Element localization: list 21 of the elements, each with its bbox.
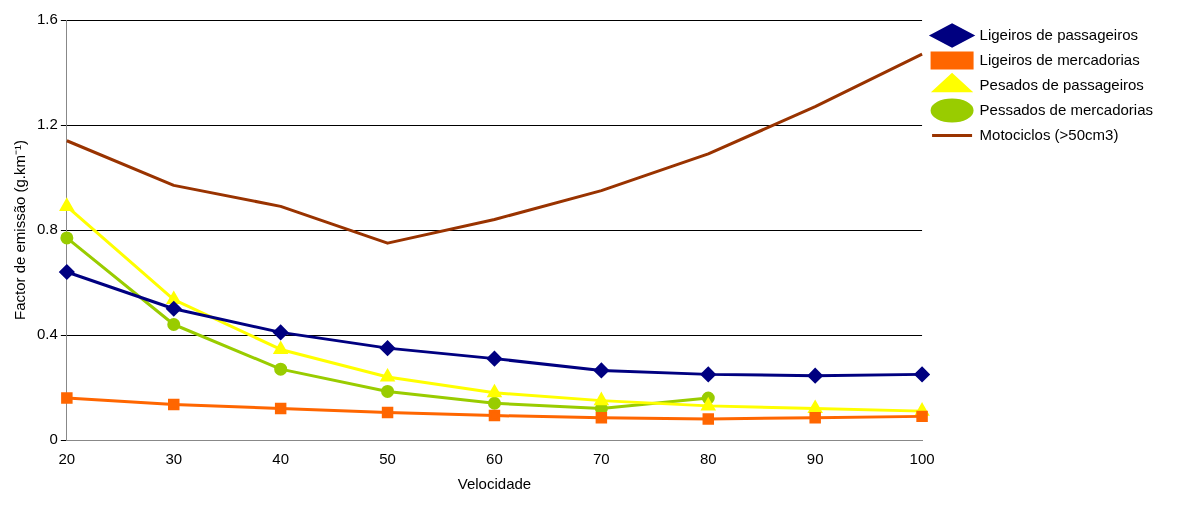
x-tick-label: 20 [58,450,76,468]
legend-label: Pessados de mercadorias [979,100,1154,118]
x-tick-label: 50 [379,450,396,468]
x-tick-label: 90 [806,450,824,468]
x-tick-label: 60 [486,450,503,468]
legend-label: Ligeiros de mercadorias [979,50,1140,68]
x-tick-label: 80 [699,450,717,468]
legend-label: Ligeiros de passageiros [979,25,1139,43]
x-tick-label: 70 [593,450,610,468]
legend-label: Pesados de passageiros [979,75,1144,93]
y-tick-label: 1.6 [36,10,58,28]
x-tick-label: 30 [165,450,183,468]
y-tick-label: 0 [49,430,58,448]
y-tick-label: 1.2 [36,115,58,133]
y-tick-label: 0.8 [36,220,58,238]
x-tick-label: 40 [272,450,289,468]
legend-label: Motociclos (>50cm3) [979,125,1119,143]
y-tick-label: 0.4 [36,325,58,343]
x-axis-title: Velocidade [457,475,532,493]
x-tick-label: 100 [909,450,935,468]
y-axis-title: Factor de emissão (g.km⁻¹) [11,139,29,321]
